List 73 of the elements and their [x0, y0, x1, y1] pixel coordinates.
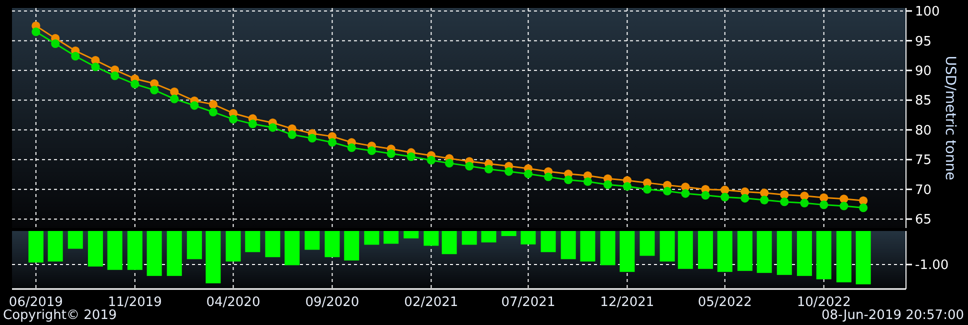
point: [820, 200, 828, 210]
point: [170, 94, 179, 104]
point: [484, 164, 494, 174]
text: 08-Jun-2019 20:57:00: [821, 308, 964, 323]
point: [544, 172, 553, 182]
y-tick-label: 100: [915, 4, 940, 20]
point: [208, 100, 218, 109]
x-tick-label: 12/2021: [600, 295, 654, 310]
y-tick-label: 65: [915, 212, 932, 228]
point: [130, 80, 140, 88]
point: [91, 62, 100, 72]
y-tick-label: 85: [915, 94, 932, 109]
point: [406, 152, 416, 161]
x-tick-label: 10/2022: [796, 295, 851, 310]
point: [564, 176, 573, 184]
point: [248, 120, 257, 128]
point: [583, 177, 592, 186]
point: [51, 39, 60, 48]
point: [720, 192, 730, 202]
point: [840, 202, 848, 210]
point: [170, 88, 179, 96]
y-tick-label: -1.00: [915, 258, 949, 274]
point: [504, 167, 514, 176]
point: [524, 170, 533, 178]
point: [740, 194, 750, 203]
point: [840, 194, 848, 204]
point: [465, 162, 474, 170]
point: [150, 86, 159, 94]
y-axis-title: USD/metric tonne: [942, 56, 958, 180]
point: [268, 123, 277, 132]
point: [208, 108, 218, 116]
x-tick-label: 05/2022: [698, 295, 752, 310]
x-tick-label: 02/2021: [404, 295, 458, 310]
x-tick-label: 06/2019: [8, 295, 63, 310]
point: [800, 192, 809, 200]
point: [681, 189, 690, 198]
point: [780, 190, 789, 200]
text: Copyright© 2019: [3, 308, 117, 323]
point: [642, 185, 652, 194]
point: [308, 134, 316, 143]
point: [288, 130, 296, 139]
point: [780, 198, 789, 206]
point: [328, 138, 337, 147]
point: [701, 190, 710, 200]
point: [386, 149, 396, 158]
point: [859, 196, 868, 205]
y-tick-label: 70: [915, 182, 932, 198]
point: [663, 186, 672, 196]
point: [720, 186, 730, 194]
point: [71, 52, 80, 60]
y-tick-label: 90: [915, 64, 932, 79]
point: [603, 180, 612, 189]
point: [800, 198, 809, 208]
point: [32, 27, 40, 36]
x-tick-label: 04/2020: [206, 295, 260, 310]
y-tick-label: 95: [915, 34, 932, 50]
point: [110, 71, 120, 80]
point: [426, 156, 436, 165]
point: [859, 203, 868, 212]
x-tick-label: 09/2020: [305, 295, 360, 310]
y-tick-label: 75: [915, 153, 932, 168]
point: [228, 114, 238, 124]
point: [367, 146, 376, 156]
x-tick-label: 11/2019: [108, 295, 162, 310]
point: [820, 193, 828, 202]
x-tick-label: 07/2021: [501, 295, 556, 310]
y-tick-label: 80: [915, 123, 932, 138]
point: [190, 101, 199, 110]
point: [760, 188, 769, 198]
point: [760, 196, 769, 204]
point: [347, 143, 356, 152]
point: [622, 182, 632, 191]
point: [444, 158, 454, 168]
